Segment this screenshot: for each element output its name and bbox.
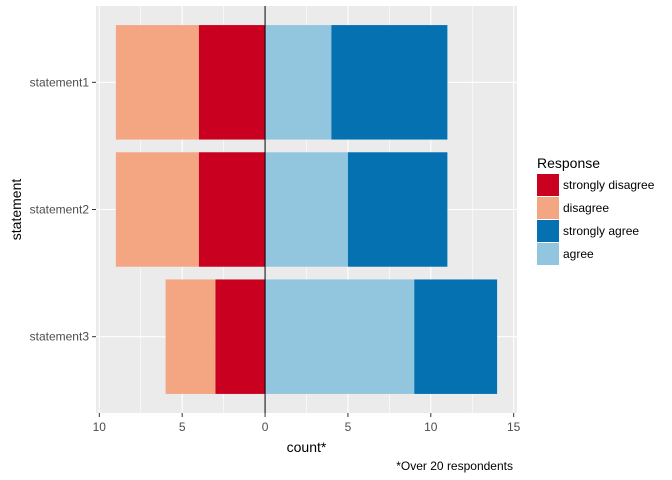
x-tick-label: 0 — [262, 420, 269, 434]
legend-title: Response — [537, 155, 600, 171]
legend-label: disagree — [563, 201, 609, 215]
y-axis: statement1 statement2 statement3 — [30, 75, 96, 344]
legend-label: strongly agree — [563, 224, 639, 238]
bar-disagree-statement2 — [115, 152, 199, 267]
bar-strongly-disagree-statement1 — [198, 25, 266, 140]
x-axis-title: count* — [287, 439, 327, 455]
legend-key-disagree — [537, 197, 559, 219]
bar-strongly-disagree-statement3 — [215, 279, 266, 394]
legend-label: agree — [563, 247, 594, 261]
bar-agree-statement1 — [265, 25, 332, 140]
x-tick-label: 5 — [345, 420, 352, 434]
bar-agree-statement3 — [265, 279, 415, 394]
bar-disagree-statement1 — [115, 25, 199, 140]
legend: Response strongly disagree disagree strong… — [537, 155, 655, 265]
y-tick-label: statement3 — [30, 330, 90, 344]
legend-key-strongly-agree — [537, 220, 559, 242]
x-tick-label: 10 — [424, 420, 438, 434]
legend-label: strongly disagree — [563, 178, 655, 192]
bar-strongly-agree-statement3 — [414, 279, 498, 394]
legend-key-strongly-disagree — [537, 174, 559, 196]
y-tick-label: statement1 — [30, 75, 90, 89]
x-tick-label: 10 — [93, 420, 107, 434]
bar-agree-statement2 — [265, 152, 348, 267]
y-tick-label: statement2 — [30, 203, 90, 217]
bar-strongly-agree-statement1 — [331, 25, 448, 140]
legend-key-agree — [537, 243, 559, 265]
y-axis-title: statement — [8, 179, 24, 241]
caption: *Over 20 respondents — [396, 459, 513, 473]
x-tick-label: 15 — [507, 420, 521, 434]
bar-strongly-disagree-statement2 — [198, 152, 266, 267]
bars — [115, 25, 498, 394]
x-axis: 10 5 0 5 10 15 — [93, 413, 521, 434]
bar-strongly-agree-statement2 — [347, 152, 448, 267]
x-tick-label: 5 — [179, 420, 186, 434]
bar-disagree-statement3 — [165, 279, 216, 394]
